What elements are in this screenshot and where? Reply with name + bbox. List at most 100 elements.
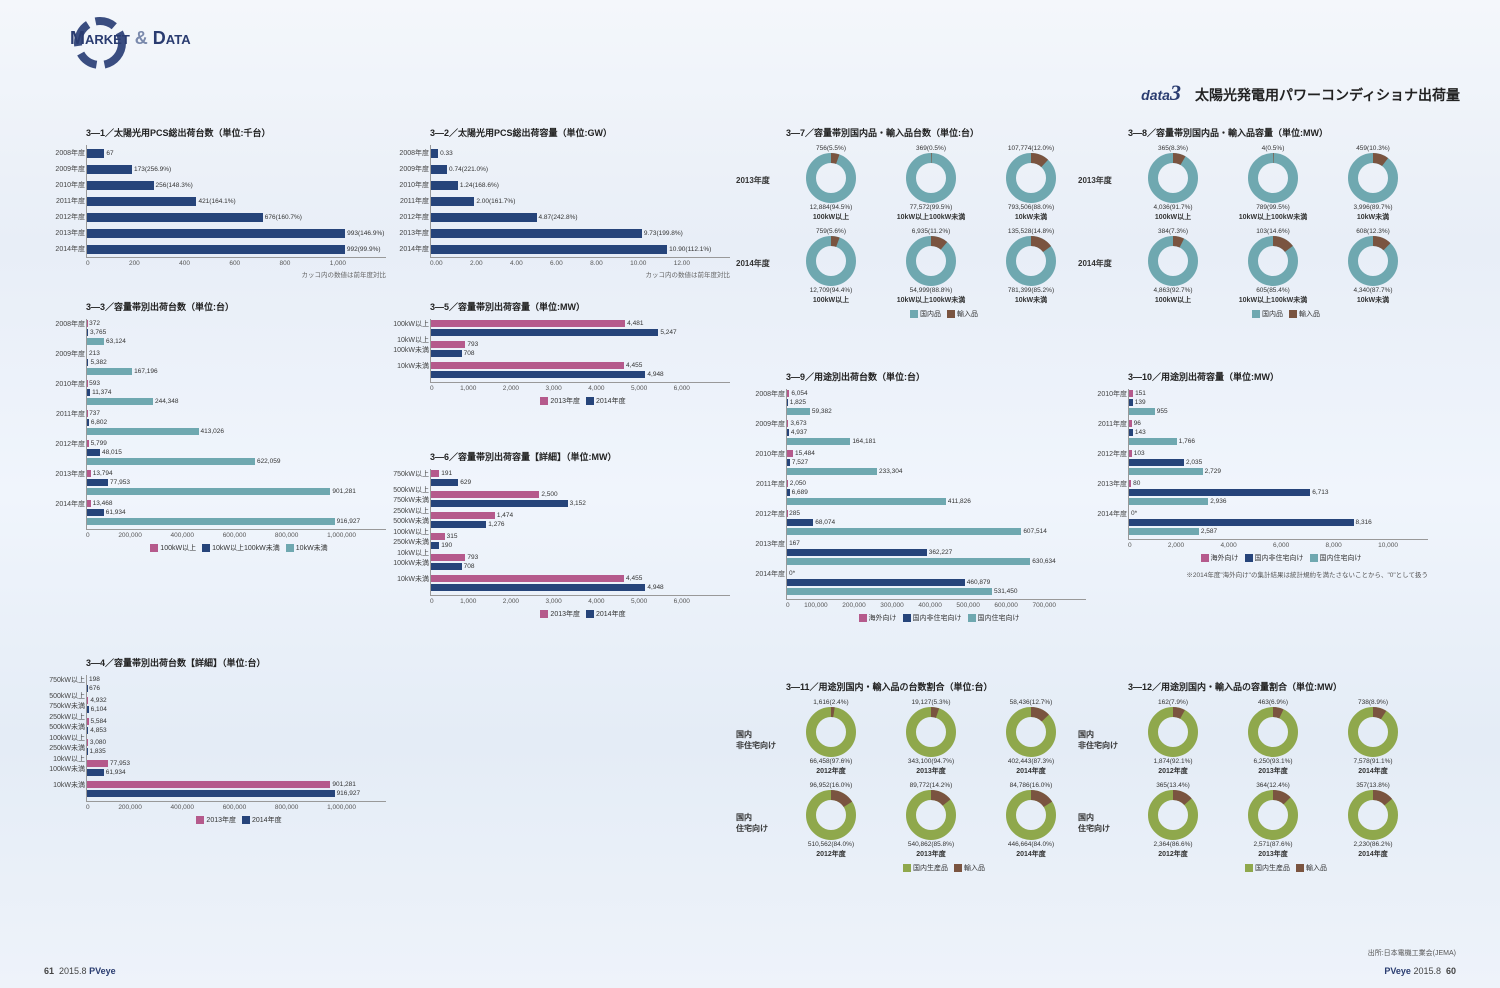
chart-title: 3―8／容量帯別国内品・輸入品容量（単位:MW）: [1128, 126, 1438, 139]
bar-row: 500kW以上750kW未満 4,932: [87, 696, 386, 705]
bar-row: 2012年度 285: [787, 509, 1086, 518]
donut-icon: [1347, 789, 1399, 841]
bar-row: 411,826: [787, 497, 1086, 506]
bar-row: 2008年度 6,054: [787, 389, 1086, 398]
bar-row: 61,934: [87, 508, 386, 517]
bar-row: 3,152: [431, 499, 730, 508]
bar-row: 143: [1129, 428, 1428, 437]
donut-cell: 96,952(16.0%) 510,562(84.0%) 2012年度: [786, 782, 876, 859]
bar-row: 2014年度 13,468: [87, 499, 386, 508]
donut-icon: [905, 706, 957, 758]
bar-row: 3,765: [87, 328, 386, 337]
bar-row: 2013年度 13,794: [87, 469, 386, 478]
bar-row: 2010年度 1.24(168.6%): [431, 177, 730, 193]
donut-icon: [805, 789, 857, 841]
bar-row: 100kW以上250kW未満 3,080: [87, 738, 386, 747]
chart-3-11: 3―11／用途別国内・輸入品の台数割合（単位:台） 国内非住宅向け 1,616(…: [786, 680, 1096, 873]
legend: 海外向け国内非住宅向け国内住宅向け: [1128, 553, 1428, 563]
bar-row: 531,450: [787, 587, 1086, 596]
bar-row: 2014年度 992(99.9%): [87, 241, 386, 257]
bar-row: 2009年度 173(256.9%): [87, 161, 386, 177]
bar-row: 630,634: [787, 557, 1086, 566]
donut-cell: 162(7.9%) 1,874(92.1%) 2012年度: [1128, 699, 1218, 776]
bar-row: 750kW以上 198: [87, 675, 386, 684]
donut-cell: 738(8.9%) 7,578(91.1%) 2014年度: [1328, 699, 1418, 776]
bar-row: 2012年度 4.87(242.8%): [431, 209, 730, 225]
bar-row: 10kW未満 901,281: [87, 780, 386, 789]
bar-row: 2010年度 151: [1129, 389, 1428, 398]
bar-row: 2011年度 421(164.1%): [87, 193, 386, 209]
chart-3-2: 3―2／太陽光用PCS総出荷容量（単位:GW） 2008年度 0.33 2009…: [430, 126, 730, 279]
bar-row: 2,936: [1129, 497, 1428, 506]
chart-3-6: 3―6／容量帯別出荷容量【詳細】（単位:MW） 750kW以上 191 629 …: [430, 450, 730, 619]
donut-cell: 759(5.6%) 12,709(94.4%) 100kW以上: [786, 228, 876, 305]
bar-row: 139: [1129, 398, 1428, 407]
bar-row: 10kW未満 4,455: [431, 361, 730, 370]
bar-row: 7,527: [787, 458, 1086, 467]
bar-row: 4,948: [431, 583, 730, 592]
bar-row: 2010年度 15,484: [787, 449, 1086, 458]
bar-row: 6,713: [1129, 488, 1428, 497]
bar-row: 2013年度 167: [787, 539, 1086, 548]
bar-row: 2009年度 0.74(221.0%): [431, 161, 730, 177]
legend: 2013年度2014年度: [86, 815, 386, 825]
bar-row: 362,227: [787, 548, 1086, 557]
source-text: 出所:日本電機工業会(JEMA): [1368, 948, 1456, 958]
bar-row: 250kW以上500kW未満 1,474: [431, 511, 730, 520]
legend: 国内生産品輸入品: [786, 863, 1096, 873]
legend: 国内品輸入品: [1128, 309, 1438, 319]
bar-row: 607,514: [787, 527, 1086, 536]
bar-row: 59,382: [787, 407, 1086, 416]
bar-row: 10kW以上100kW未満 793: [431, 340, 730, 349]
bar-row: 68,074: [787, 518, 1086, 527]
bar-row: 233,304: [787, 467, 1086, 476]
bar-row: 10kW以上100kW未満 77,953: [87, 759, 386, 768]
legend: 国内品輸入品: [786, 309, 1096, 319]
bar-row: 1,835: [87, 747, 386, 756]
donut-icon: [1347, 706, 1399, 758]
bar-row: 2012年度 5,799: [87, 439, 386, 448]
chart-3-5: 3―5／容量帯別出荷容量（単位:MW） 100kW以上 4,481 5,247 …: [430, 300, 730, 406]
bar-row: 2013年度 993(146.9%): [87, 225, 386, 241]
bar-row: 2013年度 9.73(199.8%): [431, 225, 730, 241]
bar-row: 2012年度 103: [1129, 449, 1428, 458]
chart-title: 3―1／太陽光用PCS総出荷台数（単位:千台）: [86, 126, 386, 139]
legend: 100kW以上10kW以上100kW未満10kW未満: [86, 543, 386, 553]
donut-icon: [1147, 789, 1199, 841]
bar-row: 916,927: [87, 517, 386, 526]
chart-title: 3―5／容量帯別出荷容量（単位:MW）: [430, 300, 730, 313]
bar-row: 629: [431, 478, 730, 487]
donut-cell: 84,786(16.0%) 446,664(84.0%) 2014年度: [986, 782, 1076, 859]
bar-row: 460,879: [787, 578, 1086, 587]
donut-cell: 364(12.4%) 2,571(87.6%) 2013年度: [1228, 782, 1318, 859]
donut-icon: [805, 235, 857, 287]
chart-3-8: 3―8／容量帯別国内品・輸入品容量（単位:MW） 2013年度 365(8.3%…: [1128, 126, 1438, 319]
legend: 海外向け国内非住宅向け国内住宅向け: [786, 613, 1086, 623]
bar-row: 190: [431, 541, 730, 550]
bar-row: 6,104: [87, 705, 386, 714]
bar-row: 4,937: [787, 428, 1086, 437]
bar-row: 1,766: [1129, 437, 1428, 446]
bar-row: 2014年度 10.90(112.1%): [431, 241, 730, 257]
chart-title: 3―9／用途別出荷台数（単位:台）: [786, 370, 1086, 383]
donut-icon: [1247, 789, 1299, 841]
chart-title: 3―10／用途別出荷容量（単位:MW）: [1128, 370, 1428, 383]
donut-icon: [805, 706, 857, 758]
donut-cell: 89,772(14.2%) 540,862(85.8%) 2013年度: [886, 782, 976, 859]
bar-row: 164,181: [787, 437, 1086, 446]
bar-row: 5,247: [431, 328, 730, 337]
legend: 国内生産品輸入品: [1128, 863, 1438, 873]
bar-row: 100kW以上 4,481: [431, 319, 730, 328]
bar-row: 11,374: [87, 388, 386, 397]
bar-row: 955: [1129, 407, 1428, 416]
donut-icon: [905, 152, 957, 204]
page-footer-right: PVeye 2015.8 60: [1384, 966, 1456, 976]
bar-row: 2014年度 0*: [1129, 509, 1428, 518]
bar-row: 2,729: [1129, 467, 1428, 476]
bar-row: 5,382: [87, 358, 386, 367]
bar-row: 708: [431, 562, 730, 571]
bar-row: 77,953: [87, 478, 386, 487]
legend: 2013年度2014年度: [430, 609, 730, 619]
donut-icon: [1005, 706, 1057, 758]
donut-icon: [1247, 152, 1299, 204]
